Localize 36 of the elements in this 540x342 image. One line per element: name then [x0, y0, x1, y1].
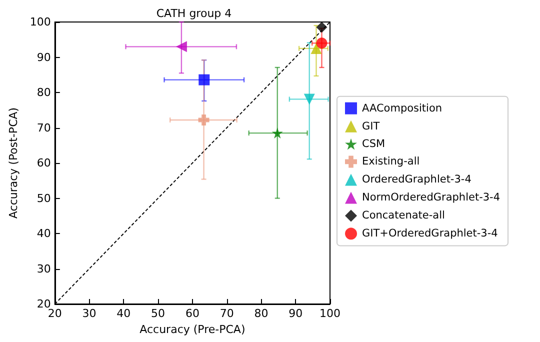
y-tick-label: 50: [36, 192, 51, 205]
point: [316, 22, 328, 33]
x-tick-label: 40: [116, 307, 131, 320]
legend-label: Concatenate-all: [362, 210, 445, 222]
point: [198, 114, 210, 126]
legend-label: AAComposition: [362, 102, 442, 114]
y-tick-label: 40: [36, 227, 51, 240]
legend-label: OrderedGraphlet-3-4: [362, 174, 472, 186]
y-tick-label: 60: [36, 156, 51, 170]
legend-label: NormOrderedGraphlet-3-4: [362, 192, 500, 204]
x-tick-label: 50: [151, 307, 166, 320]
point: [310, 42, 322, 54]
chart-title: CATH group 4: [156, 7, 232, 20]
x-tick-label: 70: [220, 307, 234, 320]
y-tick-label: 100: [30, 16, 51, 28]
y-tick-label: 30: [36, 262, 51, 276]
y-tick-label: 70: [36, 121, 51, 134]
legend-label: GIT+OrderedGraphlet-3-4: [362, 228, 498, 240]
legend-label: GIT: [362, 120, 380, 132]
x-tick-label: 80: [254, 307, 268, 320]
x-tick-label: 20: [48, 307, 62, 320]
legend-label: Existing-all: [362, 156, 420, 168]
point: [316, 38, 328, 49]
y-tick-label: 90: [36, 50, 51, 64]
point: [198, 74, 210, 86]
x-tick-label: 30: [82, 307, 96, 320]
x-tick-label: 60: [185, 307, 200, 320]
legend-label: CSM: [362, 138, 386, 150]
x-tick-label: 100: [320, 307, 340, 320]
x-tick-label: 90: [288, 307, 303, 320]
x-axis-title: Accuracy (Pre-PCA): [140, 322, 246, 336]
point: [176, 41, 187, 52]
point: [304, 94, 315, 105]
y-tick-label: 80: [36, 86, 51, 99]
y-axis-title: Accuracy (Post-PCA): [7, 107, 20, 219]
point: [272, 128, 283, 139]
